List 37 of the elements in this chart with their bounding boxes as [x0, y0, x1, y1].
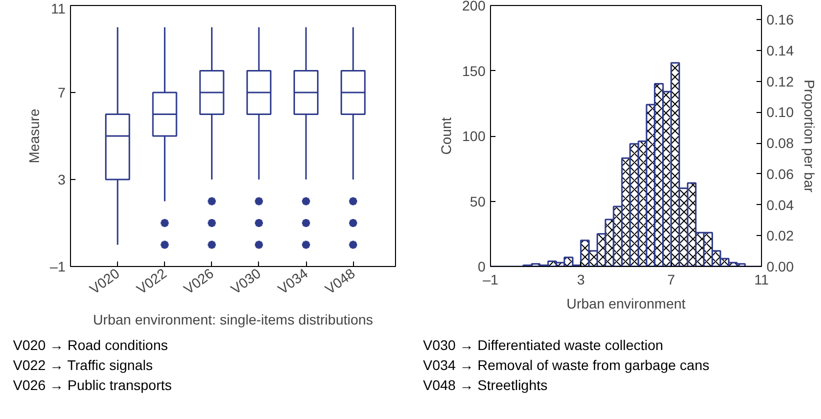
y2-tick-label: 0.14 — [766, 42, 794, 59]
y-axis-title: Count — [438, 117, 454, 155]
y2-tick-label: 0.06 — [766, 166, 794, 182]
y2-tick-label: 0.10 — [766, 104, 794, 120]
y-tick-label: 50 — [470, 193, 486, 210]
text: V034 → Removal of waste from garbage cans — [423, 357, 710, 373]
y-tick-label: 150 — [462, 62, 486, 79]
y2-tick-label: 0.04 — [766, 196, 794, 213]
y2-tick-label: 0.02 — [766, 228, 794, 244]
y-axis-title: Measure — [26, 108, 42, 164]
y2-tick-label: 0.00 — [766, 258, 794, 274]
text: V026 → Public transports — [13, 377, 172, 393]
text: V020 → Road conditions — [13, 337, 168, 353]
x-tick-label: 3 — [576, 272, 585, 288]
y2-axis-title: Proportion per bar — [802, 80, 818, 193]
y2-tick-label: 0.12 — [766, 73, 794, 90]
x-tick-label: 7 — [667, 272, 676, 288]
text: V030 → Differentiated waste collection — [423, 337, 664, 353]
x-axis-title: Urban environment — [566, 296, 686, 312]
x-tick-label: V022 — [134, 264, 170, 298]
y-tick-label: 3 — [58, 172, 66, 188]
x-tick-label: V026 — [180, 264, 217, 298]
y2-tick-label: 0.08 — [766, 135, 794, 152]
y-tick-label: 100 — [462, 128, 486, 144]
y2-tick-label: 0.16 — [766, 12, 794, 28]
x-tick-label: 11 — [754, 272, 769, 288]
y-tick-label: 11 — [50, 0, 66, 16]
y-tick-label: 0 — [478, 258, 486, 274]
x-tick-label: –1 — [482, 272, 498, 288]
x-axis-title: Urban environment: single-items distributions — [92, 312, 374, 328]
x-tick-label: V030 — [228, 264, 264, 298]
y-tick-label: 7 — [58, 84, 66, 100]
y-tick-label: 200 — [462, 0, 486, 14]
x-tick-label: V048 — [322, 264, 358, 298]
x-tick-label: V020 — [86, 264, 122, 298]
text: V048 → Streetlights — [423, 377, 548, 393]
text: V022 → Traffic signals — [13, 357, 153, 373]
